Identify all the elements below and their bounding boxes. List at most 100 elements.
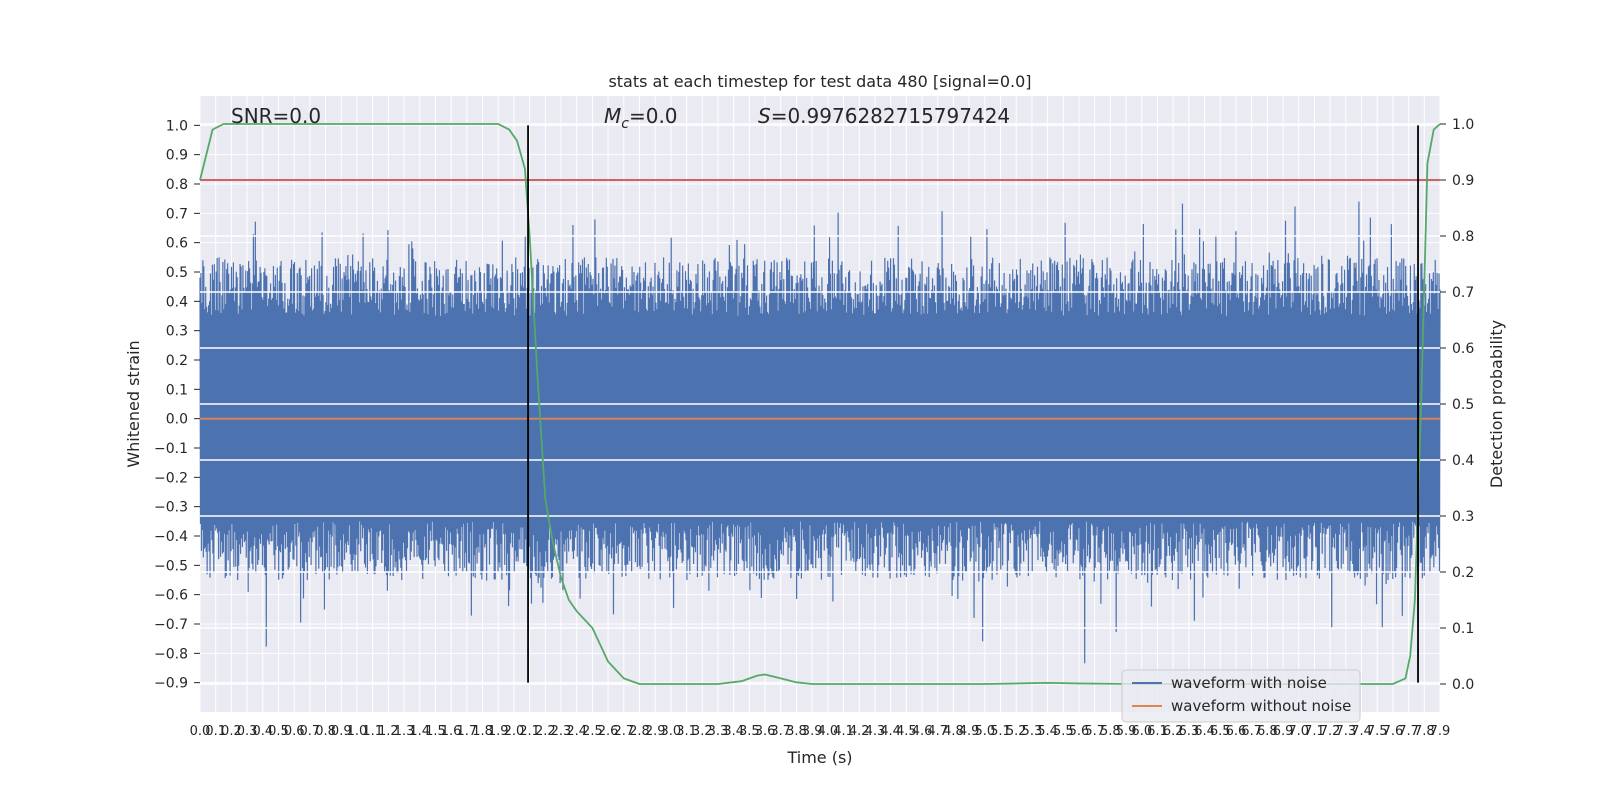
y-left-axis-label: Whitened strain (124, 340, 143, 467)
annotation-mc-symbol: M (604, 104, 621, 128)
y-right-tick-label: 0.7 (1452, 285, 1474, 301)
x-tick-label: 3.3 (708, 724, 729, 739)
annotation-mc-subscript: c (621, 116, 629, 132)
y-left-tick-label: 0.1 (166, 382, 188, 398)
x-tick-label: 6.1 (1147, 724, 1168, 739)
y-right-tick-label: 0.9 (1452, 173, 1474, 189)
x-tick-label: 5.6 (1069, 724, 1090, 739)
x-tick-label: 2.7 (613, 724, 634, 739)
x-tick-label: 7.9 (1430, 724, 1451, 739)
x-tick-label: 7.8 (1414, 724, 1435, 739)
x-tick-label: 5.8 (1100, 724, 1121, 739)
y-right-tick-label: 0.1 (1452, 621, 1474, 637)
x-tick-label: 2.6 (598, 724, 619, 739)
x-tick-label: 4.9 (959, 724, 980, 739)
y-left-tick-label: 0.2 (166, 353, 188, 369)
x-tick-label: 1.7 (456, 724, 477, 739)
y-right-tick-label: 0.6 (1452, 341, 1474, 357)
y-left-tick-label: 0.3 (166, 324, 188, 340)
x-tick-label: 4.6 (912, 724, 933, 739)
annotation-mc: Mc=0.0 (604, 104, 678, 132)
x-tick-label: 7.5 (1367, 724, 1388, 739)
x-tick-label: 1.9 (488, 724, 509, 739)
y-right-tick-label: 0.8 (1452, 229, 1474, 245)
x-tick-label: 5.1 (990, 724, 1011, 739)
x-tick-label: 4.3 (865, 724, 886, 739)
y-left-tick-label: 0.9 (166, 148, 188, 164)
x-tick-label: 4.7 (927, 724, 948, 739)
y-right-tick-label: 0.0 (1452, 677, 1474, 693)
x-tick-label: 5.9 (1116, 724, 1137, 739)
legend-label-noise: waveform with noise (1171, 674, 1327, 692)
y-left-tick-label: −0.1 (154, 441, 188, 457)
y-left-tick-label: −0.5 (154, 558, 188, 574)
y-left-tick-label: 0.0 (166, 412, 188, 428)
x-tick-label: 7.7 (1398, 724, 1419, 739)
x-tick-label: 7.6 (1383, 724, 1404, 739)
series-detection-probability (199, 123, 1441, 685)
y-right-tick-label: 0.4 (1452, 453, 1474, 469)
x-tick-label: 4.2 (849, 724, 870, 739)
x-axis-label: Time (s) (786, 748, 852, 767)
x-tick-label: 5.5 (1053, 724, 1074, 739)
x-tick-label: 6.3 (1179, 724, 1200, 739)
y-left-tick-label: 0.7 (166, 206, 188, 222)
y-right-tick-label: 0.2 (1452, 565, 1474, 581)
y-right-tick-labels: 0.0 0.1 0.2 0.3 0.4 0.5 0.6 0.7 0.8 0.9 1.0 (1440, 117, 1474, 693)
x-tick-labels: 0.00.10.20.30.40.50.60.70.80.91.01.11.21… (190, 724, 1451, 739)
y-right-axis-label: Detection probability (1487, 320, 1506, 488)
x-tick-label: 1.2 (378, 724, 399, 739)
x-tick-label: 2.3 (551, 724, 572, 739)
x-tick-label: 3.9 (802, 724, 823, 739)
x-tick-label: 7.4 (1351, 724, 1372, 739)
y-left-tick-label: 0.5 (166, 265, 188, 281)
x-tick-label: 3.4 (723, 724, 744, 739)
x-tick-label: 5.7 (1084, 724, 1105, 739)
y-right-tick-label: 0.3 (1452, 509, 1474, 525)
x-tick-label: 7.3 (1335, 724, 1356, 739)
grid-right-axis (200, 123, 1440, 685)
x-tick-label: 1.4 (409, 724, 430, 739)
y-left-tick-label: 0.8 (166, 177, 188, 193)
x-tick-label: 3.5 (739, 724, 760, 739)
y-left-tick-label: −0.4 (154, 529, 188, 545)
x-tick-label: 2.0 (504, 724, 525, 739)
y-left-tick-label: −0.3 (154, 500, 188, 516)
x-tick-label: 0.9 (331, 724, 352, 739)
x-tick-label: 1.0 (347, 724, 368, 739)
x-tick-label: 6.9 (1273, 724, 1294, 739)
x-tick-label: 2.9 (645, 724, 666, 739)
x-tick-label: 0.3 (237, 724, 258, 739)
x-tick-label: 0.8 (315, 724, 336, 739)
x-tick-label: 3.0 (661, 724, 682, 739)
x-tick-label: 2.8 (629, 724, 650, 739)
x-tick-label: 3.2 (692, 724, 713, 739)
x-tick-label: 4.0 (818, 724, 839, 739)
x-tick-label: 3.7 (770, 724, 791, 739)
x-tick-label: 4.5 (896, 724, 917, 739)
y-right-tick-label: 1.0 (1452, 117, 1474, 133)
y-left-tick-label: −0.2 (154, 470, 188, 486)
x-tick-label: 6.2 (1163, 724, 1184, 739)
x-tick-label: 6.6 (1226, 724, 1247, 739)
x-tick-label: 3.6 (755, 724, 776, 739)
x-tick-label: 0.4 (252, 724, 273, 739)
legend: waveform with noise waveform without noi… (1121, 669, 1361, 723)
y-left-tick-label: −0.6 (154, 588, 188, 604)
x-tick-label: 1.5 (425, 724, 446, 739)
x-tick-label: 5.2 (1006, 724, 1027, 739)
x-tick-label: 7.0 (1288, 724, 1309, 739)
y-left-tick-label: −0.8 (154, 646, 188, 662)
annotation-s-value: =0.9976282715797424 (771, 104, 1010, 128)
y-left-tick-label: 1.0 (166, 118, 188, 134)
y-right-tick-label: 0.5 (1452, 397, 1474, 413)
x-tick-label: 1.6 (441, 724, 462, 739)
x-tick-label: 6.4 (1194, 724, 1215, 739)
x-tick-label: 4.4 (880, 724, 901, 739)
x-tick-label: 5.3 (1022, 724, 1043, 739)
x-tick-label: 1.8 (472, 724, 493, 739)
annotation-mc-value: =0.0 (629, 104, 678, 128)
x-tick-label: 6.5 (1210, 724, 1231, 739)
x-tick-label: 1.3 (394, 724, 415, 739)
x-tick-label: 2.4 (566, 724, 587, 739)
